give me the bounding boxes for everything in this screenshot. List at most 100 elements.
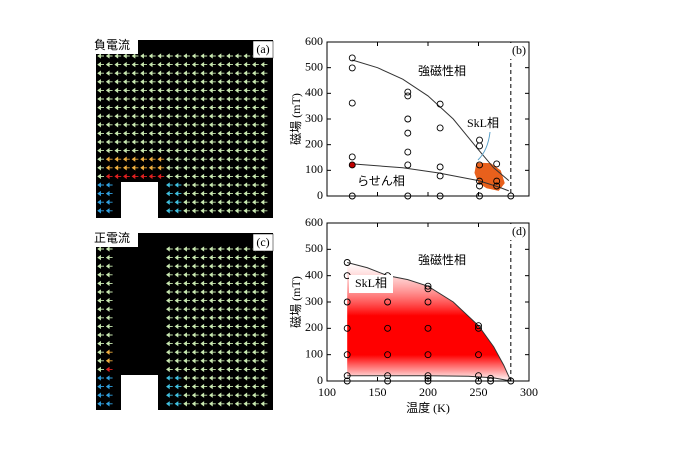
data-point (424, 351, 432, 359)
spin-arrow (140, 87, 147, 94)
spin-arrow (114, 147, 122, 154)
spin-arrow (183, 366, 190, 373)
data-point (475, 324, 482, 332)
spin-arrow (252, 182, 259, 188)
spin-arrow (183, 113, 190, 119)
spin-arrow (243, 315, 251, 321)
spin-arrow (234, 130, 242, 137)
label-bg (252, 233, 274, 252)
data-point (404, 192, 412, 200)
spin-arrow (166, 280, 173, 287)
spin-arrow (234, 122, 242, 128)
spin-arrow (183, 104, 190, 111)
spin-arrow (209, 96, 216, 102)
spin-arrow (234, 190, 242, 197)
spin-arrow (174, 263, 182, 269)
spin-arrow (226, 263, 233, 269)
spin-arrow (226, 280, 233, 287)
spin-arrow (234, 87, 242, 94)
spin-arrow (114, 139, 122, 145)
spin-arrow (217, 340, 225, 347)
spin-arrow (166, 104, 173, 111)
spin-arrow (174, 70, 182, 76)
spin-arrow (252, 147, 259, 154)
label-bg (510, 43, 528, 59)
spin-arrow (191, 53, 199, 59)
spin-arrow (209, 61, 216, 68)
spin-arrow (105, 315, 113, 321)
spin-arrow (234, 263, 242, 269)
spin-arrow (209, 182, 216, 188)
spin-arrow (131, 113, 139, 119)
spin-arrow (131, 87, 139, 94)
spin-arrow (234, 246, 242, 252)
spin-arrow (234, 375, 242, 381)
spin-arrow (226, 340, 233, 347)
spin-arrow (174, 332, 182, 338)
spin-arrow (260, 61, 268, 68)
spin-arrow (243, 332, 251, 338)
annotation: 強磁性相 (418, 252, 466, 267)
spin-arrow (140, 173, 147, 180)
spin-arrow (166, 401, 173, 407)
annotation: SkL相 (467, 116, 499, 130)
spin-arrow (183, 340, 190, 347)
spin-arrow (200, 113, 208, 119)
spin-arrow (123, 104, 130, 111)
spin-arrow (217, 392, 225, 398)
spin-arrow (157, 156, 165, 162)
spin-arrow (243, 208, 251, 214)
spin-arrow (191, 182, 199, 188)
spin-arrow (260, 87, 268, 94)
spin-arrow (191, 130, 199, 137)
spin-arrow (209, 173, 216, 180)
spin-arrow (234, 208, 242, 214)
data-point (348, 64, 356, 72)
spin-arrow (123, 156, 130, 162)
spin-arrow (200, 122, 208, 128)
annotation: らせん相 (357, 174, 405, 188)
panel-label: (c) (256, 235, 269, 249)
y-tick-label: 500 (305, 241, 323, 255)
spin-arrow (166, 199, 173, 205)
data-point (424, 285, 432, 293)
spin-arrow (260, 263, 268, 269)
spin-arrow (131, 61, 139, 68)
spin-arrow (183, 53, 190, 59)
spin-arrow (148, 61, 156, 68)
spin-arrow (252, 61, 259, 68)
y-axis-label: 磁場 (mT) (288, 93, 303, 145)
spin-arrow (191, 113, 199, 119)
data-point (404, 88, 412, 96)
spin-arrow (174, 401, 182, 407)
spin-arrow (166, 79, 173, 85)
notch (121, 182, 158, 219)
spin-arrow (114, 165, 122, 171)
spin-arrow (252, 272, 259, 278)
spin-arrow (191, 165, 199, 171)
spin-arrow (200, 392, 208, 398)
spin-arrow (209, 272, 216, 278)
spin-arrow (183, 156, 190, 162)
spin-arrow (191, 366, 199, 373)
spin-arrow (174, 254, 182, 261)
spin-arrow (217, 156, 225, 162)
spin-arrow (217, 315, 225, 321)
data-point (343, 259, 351, 266)
spin-arrow (131, 104, 139, 111)
spin-arrow (234, 61, 242, 68)
data-point (424, 282, 432, 290)
data-point (507, 192, 515, 200)
spin-arrow (226, 199, 233, 205)
spin-arrow (191, 263, 199, 269)
spin-arrow (174, 182, 182, 188)
spin-arrow (209, 297, 216, 304)
spin-arrow (260, 139, 268, 145)
spin-arrow (105, 53, 113, 59)
spin-arrow (226, 139, 233, 145)
spin-arrow (226, 289, 233, 295)
spin-arrow (191, 79, 199, 85)
spin-arrow (97, 113, 104, 119)
caption-bg (92, 231, 138, 247)
spin-arrow (226, 254, 233, 261)
